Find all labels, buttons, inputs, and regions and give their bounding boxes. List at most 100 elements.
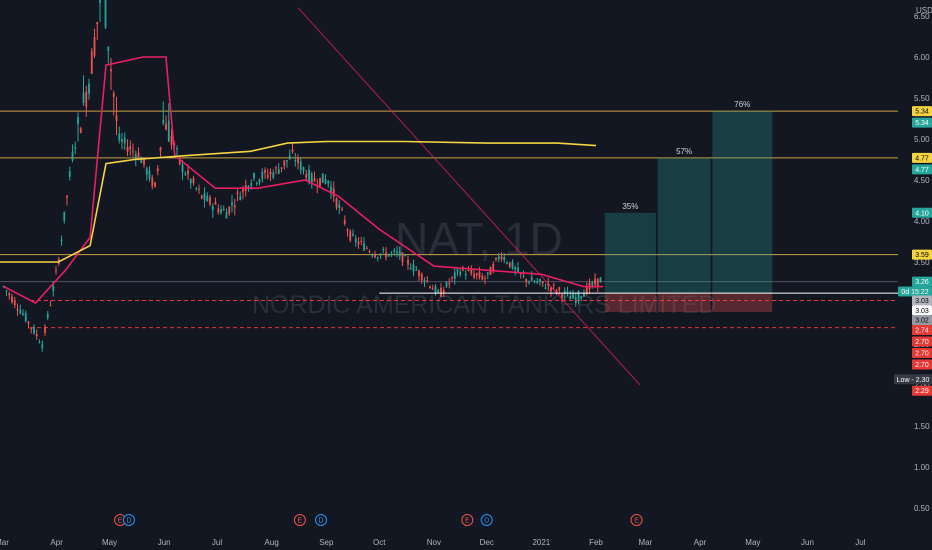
- time-tick-label[interactable]: Mar: [638, 538, 652, 547]
- candle-body: [519, 273, 522, 275]
- candle-body: [217, 208, 220, 213]
- event-marker-letter: D: [126, 518, 131, 525]
- candle-body: [541, 281, 544, 284]
- price-label-text: 3.26: [915, 279, 929, 286]
- candle-body: [46, 313, 49, 318]
- price-label-text: 3.59: [915, 252, 929, 259]
- moving-averages: [0, 56, 604, 304]
- candle-body: [346, 229, 349, 232]
- candle-body: [484, 277, 486, 279]
- symbol-watermark: NAT, 1D NORDIC AMERICAN TANKERS LIMITED: [252, 213, 716, 319]
- zone-percent-label: 35%: [622, 202, 638, 211]
- candle-body: [148, 170, 151, 179]
- candle-body: [129, 146, 132, 150]
- time-tick-label[interactable]: Sep: [319, 538, 334, 547]
- candle-body: [481, 275, 484, 280]
- price-label-text: 2.29: [915, 388, 929, 395]
- candle-body: [492, 264, 495, 272]
- moving-average-line: [0, 140, 597, 263]
- time-tick-label[interactable]: Aug: [265, 538, 279, 547]
- candle-body: [343, 220, 346, 224]
- price-tick-label[interactable]: 6.50: [914, 12, 930, 21]
- candle-body: [310, 173, 313, 183]
- candle-body: [418, 270, 420, 277]
- candle-body: [596, 278, 599, 287]
- candle-body: [159, 147, 162, 152]
- time-tick-label[interactable]: May: [102, 538, 117, 547]
- candle-body: [550, 287, 552, 292]
- candle-body: [38, 342, 41, 344]
- price-label-text: 3.02: [915, 318, 929, 325]
- zone-percent-label: 76%: [734, 100, 750, 109]
- candle-body: [222, 209, 225, 211]
- candle-body: [24, 313, 27, 322]
- time-tick-label[interactable]: Mar: [0, 538, 9, 547]
- price-tick-label[interactable]: 5.00: [914, 135, 930, 144]
- price-label-badge: [912, 325, 932, 336]
- candle-body: [440, 287, 442, 297]
- candle-body: [214, 201, 217, 205]
- price-tick-label[interactable]: 4.50: [914, 176, 930, 185]
- candle-body: [572, 293, 574, 299]
- time-tick-label[interactable]: Dec: [480, 538, 494, 547]
- candle-body: [536, 281, 539, 283]
- candle-body: [126, 146, 129, 152]
- price-tick-label[interactable]: 4.00: [914, 217, 930, 226]
- candle-body: [255, 182, 258, 184]
- price-tick-label[interactable]: 6.00: [914, 53, 930, 62]
- earnings-marker: [293, 514, 306, 526]
- time-tick-label[interactable]: May: [745, 538, 760, 547]
- price-tick-label[interactable]: 1.00: [914, 463, 930, 472]
- event-marker-letter: E: [298, 518, 303, 525]
- price-tick-label[interactable]: 2.00: [914, 381, 930, 390]
- time-tick-label[interactable]: 2021: [532, 538, 550, 547]
- candle-body: [577, 291, 580, 300]
- candle-body: [514, 267, 517, 270]
- candle-body: [420, 273, 423, 281]
- candle-body: [162, 120, 165, 124]
- candle-body: [250, 182, 253, 186]
- price-label-text: 2.70: [915, 351, 929, 358]
- price-tick-label[interactable]: 0.50: [914, 504, 930, 513]
- time-tick-label[interactable]: Apr: [694, 538, 707, 547]
- time-tick-label[interactable]: Jun: [158, 538, 171, 547]
- candle-body: [176, 148, 178, 150]
- candle-body: [580, 296, 583, 299]
- price-label-text: 3.03: [915, 298, 929, 305]
- candle-body: [442, 290, 445, 294]
- earnings-marker: [461, 514, 474, 526]
- price-label-badge: [894, 374, 932, 385]
- time-tick-label[interactable]: Jul: [212, 538, 222, 547]
- candle-body: [8, 293, 11, 296]
- time-tick-label[interactable]: Jul: [855, 538, 865, 547]
- price-tick-label[interactable]: 5.50: [914, 94, 930, 103]
- candle-body: [264, 170, 266, 173]
- candle-body: [178, 158, 181, 164]
- candle-body: [583, 293, 585, 297]
- candle-body: [379, 253, 382, 256]
- price-tick-label[interactable]: 3.50: [914, 258, 930, 267]
- candle-body: [19, 310, 22, 314]
- price-tick-label[interactable]: 1.50: [914, 422, 930, 431]
- time-tick-label[interactable]: Apr: [50, 538, 63, 547]
- candle-body: [269, 171, 272, 175]
- candle-body: [90, 51, 93, 74]
- time-axis[interactable]: Mar Apr May Jun Jul Aug Sep Oct Nov Dec 2021 Feb Mar…: [0, 538, 866, 547]
- event-marker-letter: D: [319, 518, 324, 525]
- dividend-marker: [122, 514, 135, 526]
- candle-body: [242, 188, 244, 192]
- time-tick-label[interactable]: Jun: [801, 538, 814, 547]
- candle-body: [335, 198, 338, 208]
- candle-body: [599, 277, 602, 283]
- time-tick-label[interactable]: Feb: [589, 538, 603, 547]
- candle-body: [297, 157, 299, 164]
- time-tick-label[interactable]: Oct: [373, 538, 386, 547]
- time-tick-label[interactable]: Nov: [427, 538, 441, 547]
- price-axis-labels: 5.34 5.34 4.77 4.77 4.10 3.59 3.26 0d 15:22 3.03…: [894, 106, 932, 396]
- candle-body: [286, 160, 288, 162]
- candle-body: [13, 300, 16, 306]
- candle-body: [503, 257, 506, 261]
- candle-body: [319, 177, 321, 187]
- candle-body: [99, 0, 101, 3]
